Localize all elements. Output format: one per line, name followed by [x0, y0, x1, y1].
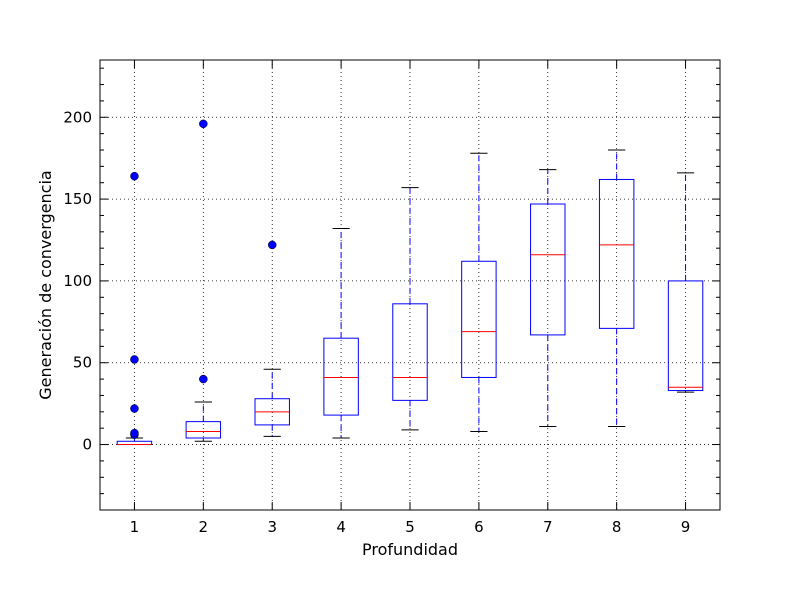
- y-tick-label: 100: [63, 272, 92, 290]
- box-iqr: [667, 280, 704, 392]
- x-tick-label: 8: [612, 518, 622, 536]
- box-iqr: [185, 421, 222, 439]
- box-7: [530, 169, 566, 428]
- box-9: [667, 172, 704, 393]
- box-iqr: [323, 337, 359, 416]
- x-tick-label: 2: [199, 518, 209, 536]
- x-tick-label: 6: [474, 518, 484, 536]
- box-4: [323, 228, 359, 439]
- box-iqr: [598, 178, 635, 329]
- x-tick-label: 5: [405, 518, 415, 536]
- y-axis-label: Generación de convergencia: [36, 170, 55, 399]
- outlier-point: [130, 171, 139, 181]
- x-tick-label: 1: [130, 518, 140, 536]
- x-tick-label: 7: [543, 518, 553, 536]
- y-tick-label: 150: [63, 190, 92, 208]
- box-1: [116, 171, 153, 446]
- y-tick-label: 50: [73, 354, 92, 372]
- axes: 0 50 100 150 200 1 2 3 4 5 6 7 8 9: [63, 60, 720, 536]
- box-iqr: [461, 260, 497, 378]
- x-tick-label: 4: [336, 518, 346, 536]
- outlier-point: [199, 119, 208, 129]
- outlier-point: [130, 404, 139, 413]
- outlier-point: [130, 428, 139, 438]
- box-series: [116, 119, 704, 446]
- x-tick-label: 3: [267, 518, 277, 536]
- y-tick-label: 200: [63, 108, 92, 126]
- plot-frame: [99, 59, 721, 511]
- x-tick-label: 9: [681, 518, 691, 536]
- outlier-point: [130, 355, 139, 364]
- outlier-point: [199, 374, 208, 384]
- box-iqr: [392, 303, 428, 401]
- box-3: [254, 240, 290, 437]
- box-8: [598, 149, 635, 428]
- box-5: [392, 187, 428, 431]
- box-iqr: [530, 203, 566, 336]
- x-axis-label: Profundidad: [362, 540, 458, 559]
- box-6: [461, 152, 497, 432]
- y-tick-label: 0: [82, 436, 92, 454]
- box-2: [185, 119, 222, 442]
- outlier-point: [267, 240, 277, 250]
